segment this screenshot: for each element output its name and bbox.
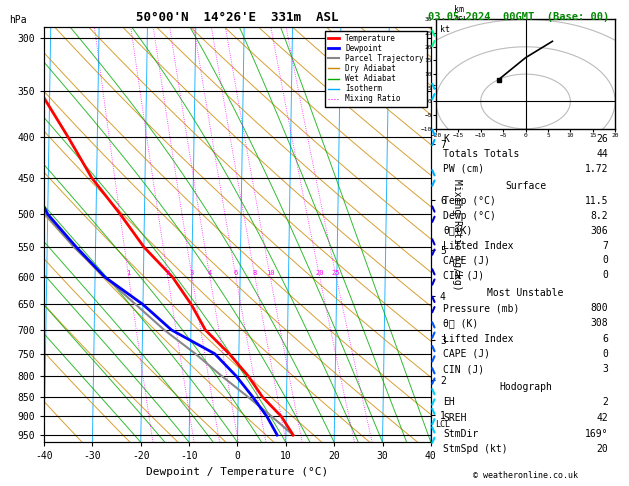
Text: 0: 0 [602, 270, 608, 280]
Text: 6: 6 [234, 270, 238, 276]
Text: Most Unstable: Most Unstable [487, 288, 564, 298]
Text: hPa: hPa [9, 15, 27, 25]
Text: 3: 3 [190, 270, 194, 276]
Text: CAPE (J): CAPE (J) [443, 256, 490, 265]
Text: km
ASL: km ASL [454, 5, 469, 25]
Text: 2: 2 [165, 270, 170, 276]
Text: 2: 2 [602, 398, 608, 407]
Text: θᴇ(K): θᴇ(K) [443, 226, 472, 236]
Text: Lifted Index: Lifted Index [443, 241, 513, 251]
Text: CAPE (J): CAPE (J) [443, 349, 490, 359]
Text: 4: 4 [208, 270, 212, 276]
Text: 306: 306 [591, 226, 608, 236]
Text: 44: 44 [596, 149, 608, 159]
Text: 6: 6 [602, 333, 608, 344]
Text: 3: 3 [602, 364, 608, 374]
Text: K: K [443, 135, 449, 144]
Text: 03.05.2024  00GMT  (Base: 00): 03.05.2024 00GMT (Base: 00) [428, 12, 610, 22]
Text: 10: 10 [266, 270, 274, 276]
X-axis label: Dewpoint / Temperature (°C): Dewpoint / Temperature (°C) [147, 467, 328, 477]
Text: Temp (°C): Temp (°C) [443, 196, 496, 206]
Text: LCL: LCL [435, 419, 450, 429]
Text: Pressure (mb): Pressure (mb) [443, 303, 520, 313]
Text: SREH: SREH [443, 413, 467, 423]
Text: StmDir: StmDir [443, 429, 478, 438]
Text: 0: 0 [602, 349, 608, 359]
Text: 25: 25 [332, 270, 340, 276]
Text: 20: 20 [596, 444, 608, 454]
Text: Hodograph: Hodograph [499, 382, 552, 392]
Text: 26: 26 [596, 135, 608, 144]
Text: kt: kt [440, 25, 450, 34]
Y-axis label: Mixing Ratio (g/kg): Mixing Ratio (g/kg) [452, 179, 462, 290]
Text: CIN (J): CIN (J) [443, 364, 484, 374]
Text: EH: EH [443, 398, 455, 407]
Text: 0: 0 [602, 256, 608, 265]
Text: StmSpd (kt): StmSpd (kt) [443, 444, 508, 454]
Text: 7: 7 [602, 241, 608, 251]
Text: 1.72: 1.72 [584, 164, 608, 174]
Text: PW (cm): PW (cm) [443, 164, 484, 174]
Title: 50°00'N  14°26'E  331m  ASL: 50°00'N 14°26'E 331m ASL [136, 11, 338, 24]
Text: 308: 308 [591, 318, 608, 329]
Text: Surface: Surface [505, 181, 546, 191]
Text: θᴇ (K): θᴇ (K) [443, 318, 478, 329]
Text: 42: 42 [596, 413, 608, 423]
Text: 800: 800 [591, 303, 608, 313]
Text: 8: 8 [253, 270, 257, 276]
Text: 11.5: 11.5 [584, 196, 608, 206]
Text: 1: 1 [126, 270, 131, 276]
Text: © weatheronline.co.uk: © weatheronline.co.uk [473, 471, 577, 480]
Text: Lifted Index: Lifted Index [443, 333, 513, 344]
Text: Totals Totals: Totals Totals [443, 149, 520, 159]
Text: Dewp (°C): Dewp (°C) [443, 210, 496, 221]
Text: 169°: 169° [584, 429, 608, 438]
Legend: Temperature, Dewpoint, Parcel Trajectory, Dry Adiabat, Wet Adiabat, Isotherm, Mi: Temperature, Dewpoint, Parcel Trajectory… [325, 31, 427, 106]
Text: 8.2: 8.2 [591, 210, 608, 221]
Text: 20: 20 [315, 270, 324, 276]
Text: CIN (J): CIN (J) [443, 270, 484, 280]
